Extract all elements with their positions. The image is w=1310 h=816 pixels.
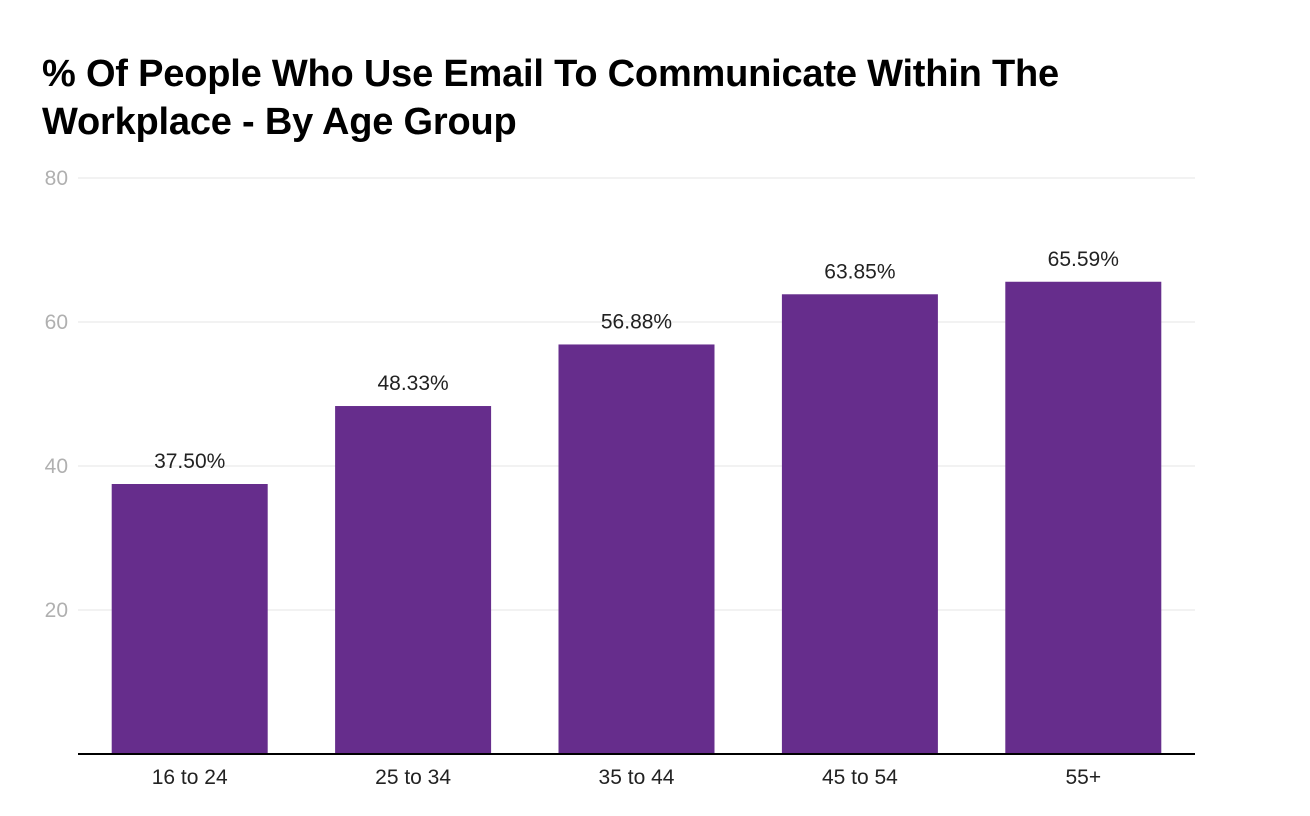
x-axis: 16 to 24 25 to 34 35 to 44 45 to 54 55+ bbox=[78, 753, 1195, 789]
x-tick-label: 25 to 34 bbox=[375, 766, 451, 789]
data-label: 56.88% bbox=[601, 310, 672, 333]
data-labels: 37.50% 48.33% 56.88% 63.85% 65.59% bbox=[154, 248, 1119, 473]
x-tick-label: 55+ bbox=[1065, 766, 1101, 789]
x-tick-label: 16 to 24 bbox=[152, 766, 228, 789]
data-label: 65.59% bbox=[1048, 248, 1119, 271]
bar bbox=[335, 406, 492, 754]
chart-title: % Of People Who Use Email To Communicate… bbox=[42, 53, 1059, 143]
y-tick-label: 20 bbox=[45, 599, 68, 622]
y-tick-label: 40 bbox=[45, 455, 68, 478]
x-tick-label: 45 to 54 bbox=[822, 766, 898, 789]
bars bbox=[111, 281, 1162, 754]
data-label: 48.33% bbox=[377, 372, 448, 395]
bar bbox=[1005, 281, 1162, 754]
bar bbox=[558, 344, 715, 754]
bar bbox=[111, 484, 268, 754]
x-tick-label: 35 to 44 bbox=[599, 766, 675, 789]
y-tick-label: 80 bbox=[45, 167, 68, 190]
data-label: 37.50% bbox=[154, 450, 225, 473]
bar bbox=[781, 294, 938, 754]
data-label: 63.85% bbox=[824, 260, 895, 283]
y-tick-label: 60 bbox=[45, 311, 68, 334]
